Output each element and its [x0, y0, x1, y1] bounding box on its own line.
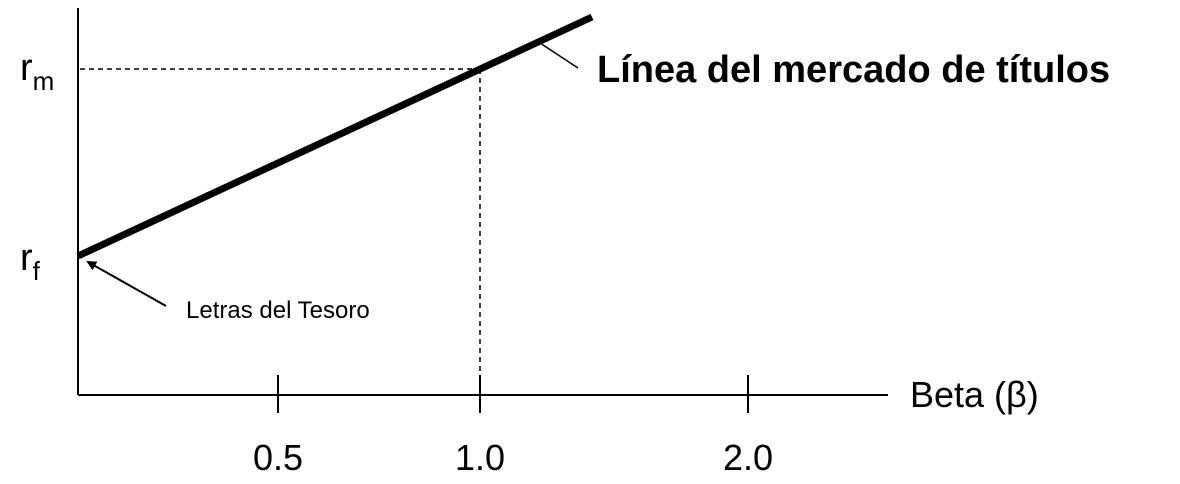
- line-label-leader: [539, 42, 579, 69]
- line-title: Línea del mercado de títulos: [597, 49, 1110, 91]
- x-tick-label-1-0: 1.0: [455, 437, 505, 478]
- x-axis-title: Beta (β): [910, 374, 1039, 415]
- rf-label: rf: [20, 237, 41, 286]
- treasury-bill-arrow: [86, 261, 167, 307]
- rm-label: rm: [20, 47, 54, 96]
- security-market-line: [76, 13, 594, 260]
- x-tick-label-2-0: 2.0: [723, 437, 773, 478]
- treasury-bill-note: Letras del Tesoro: [186, 297, 370, 324]
- x-tick-label-0-5: 0.5: [253, 437, 303, 478]
